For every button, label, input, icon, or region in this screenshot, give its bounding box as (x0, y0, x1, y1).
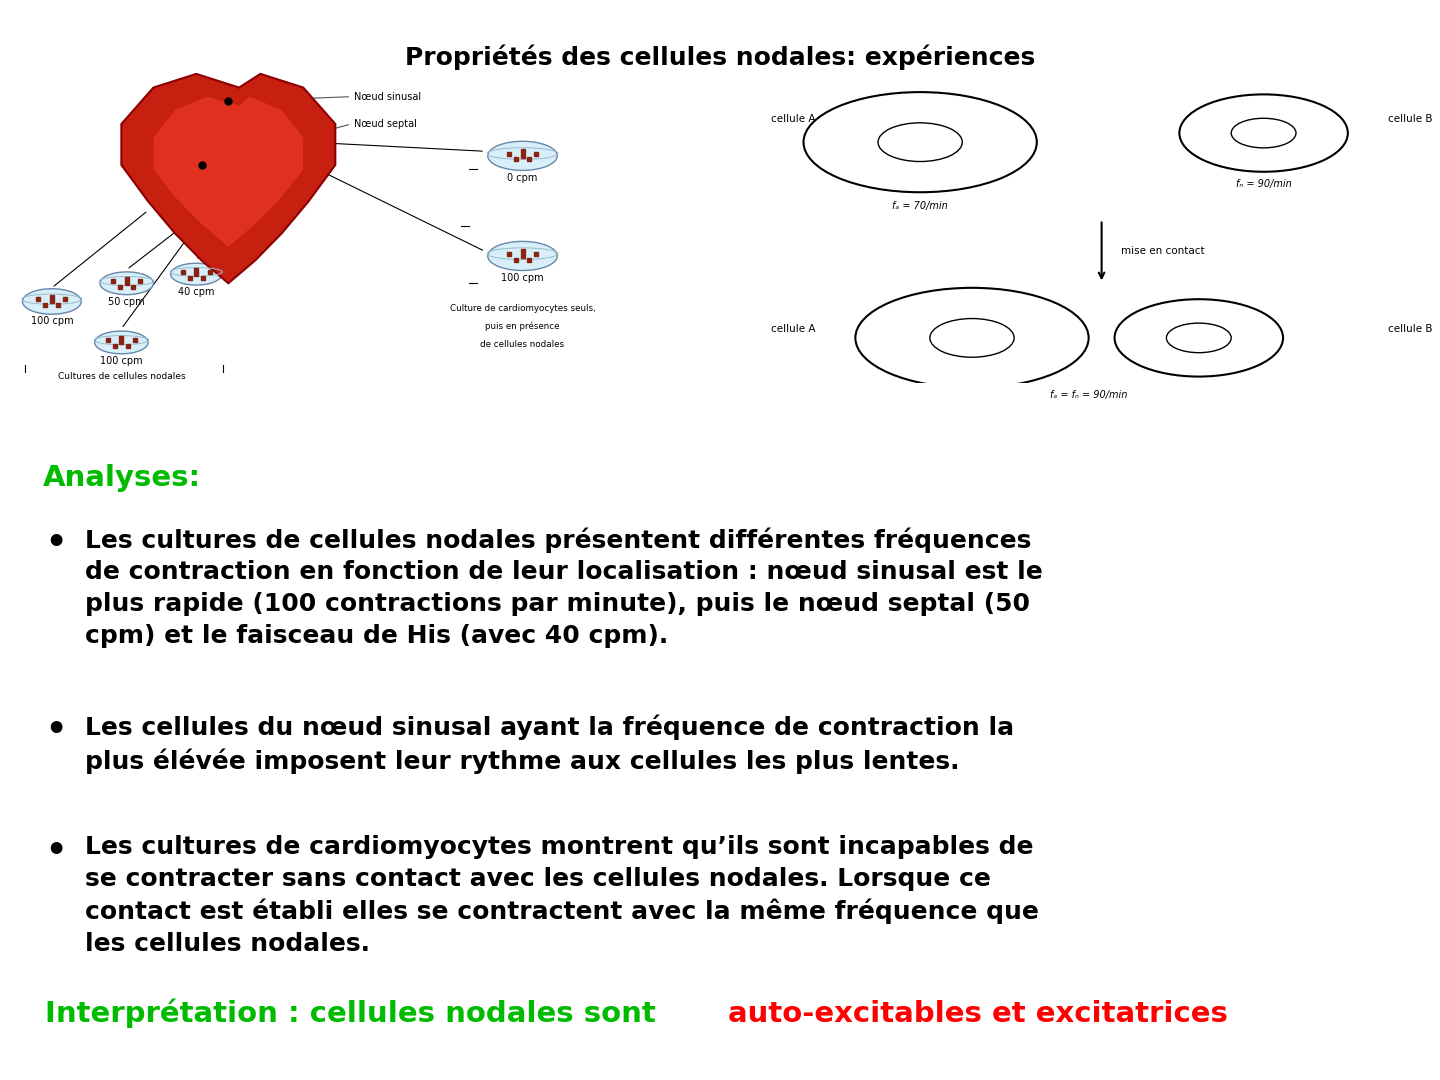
Text: Nœud septal: Nœud septal (354, 119, 418, 129)
Text: de cellules nodales: de cellules nodales (481, 340, 564, 349)
Ellipse shape (878, 123, 962, 162)
Text: 100 cpm: 100 cpm (30, 316, 73, 326)
Text: •: • (46, 835, 66, 868)
Ellipse shape (804, 92, 1037, 192)
Text: Analyses:: Analyses: (43, 464, 200, 491)
Text: Interprétation : cellules nodales sont: Interprétation : cellules nodales sont (46, 999, 667, 1028)
Polygon shape (154, 97, 304, 247)
Polygon shape (121, 73, 336, 283)
Text: 100 cpm: 100 cpm (99, 356, 143, 366)
Ellipse shape (1166, 323, 1231, 353)
Ellipse shape (95, 332, 148, 354)
Text: Culture de cardiomyocytes seuls,: Culture de cardiomyocytes seuls, (449, 303, 595, 312)
Text: 50 cpm: 50 cpm (108, 297, 145, 307)
Ellipse shape (1115, 299, 1283, 377)
Text: Les cellules du nœud sinusal ayant la fréquence de contraction la
plus élévée im: Les cellules du nœud sinusal ayant la fr… (85, 714, 1014, 773)
Ellipse shape (99, 272, 154, 295)
Text: •: • (46, 714, 66, 747)
Ellipse shape (488, 242, 557, 270)
Ellipse shape (1179, 94, 1348, 172)
Text: mise en contact: mise en contact (1120, 246, 1205, 256)
Text: auto-excitables et excitatrices: auto-excitables et excitatrices (729, 1000, 1228, 1028)
Ellipse shape (1231, 119, 1296, 148)
Ellipse shape (23, 288, 81, 314)
Text: 40 cpm: 40 cpm (179, 287, 215, 297)
Text: Nœud sinusal: Nœud sinusal (354, 92, 420, 102)
Ellipse shape (170, 264, 222, 285)
Ellipse shape (930, 319, 1014, 357)
Text: Les cultures de cardiomyocytes montrent qu’ils sont incapables de
se contracter : Les cultures de cardiomyocytes montrent … (85, 835, 1038, 956)
Text: cellule A: cellule A (772, 114, 815, 124)
Text: 100 cpm: 100 cpm (501, 273, 544, 283)
Text: •: • (46, 527, 66, 561)
Text: puis en présence: puis en présence (485, 321, 560, 330)
Text: Les cultures de cellules nodales présentent différentes fréquences
de contractio: Les cultures de cellules nodales présent… (85, 527, 1043, 648)
Text: Propriétés des cellules nodales: expériences: Propriétés des cellules nodales: expérie… (405, 44, 1035, 70)
Text: 0 cpm: 0 cpm (507, 173, 537, 183)
Text: fₐ = 70/min: fₐ = 70/min (893, 201, 948, 212)
Text: fₐ = fₙ = 90/min: fₐ = fₙ = 90/min (1050, 390, 1128, 401)
Text: Cultures de cellules nodales: Cultures de cellules nodales (58, 372, 186, 381)
Text: fₙ = 90/min: fₙ = 90/min (1236, 178, 1292, 189)
Text: cellule B: cellule B (1388, 324, 1431, 334)
Ellipse shape (855, 287, 1089, 388)
Ellipse shape (488, 141, 557, 171)
Text: cellule B: cellule B (1388, 114, 1431, 124)
Text: cellule A: cellule A (772, 324, 815, 334)
